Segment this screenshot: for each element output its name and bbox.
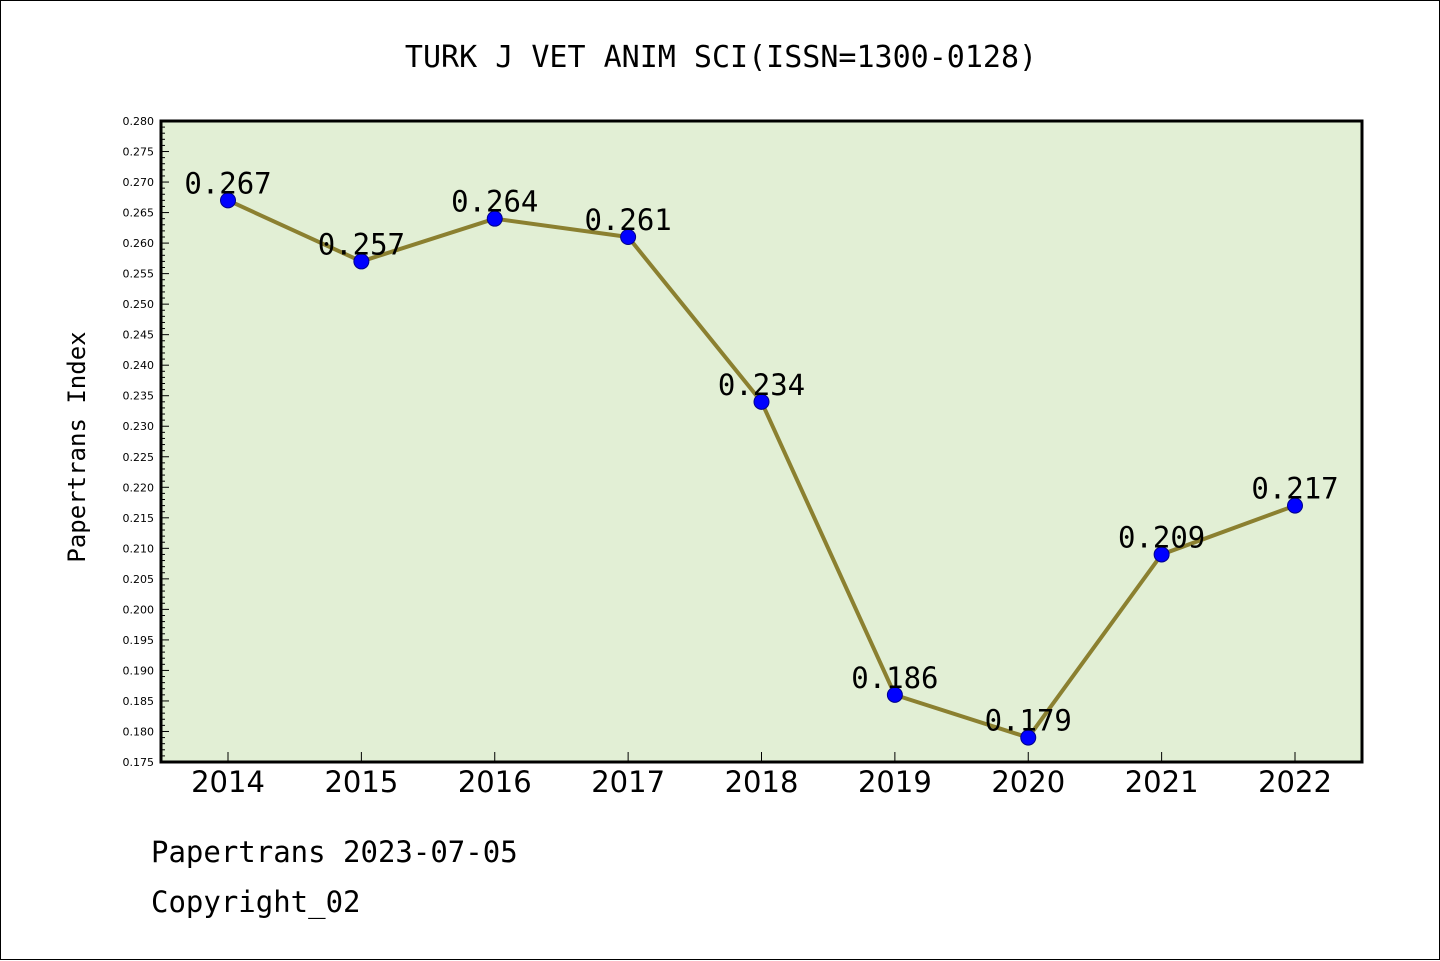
data-point	[620, 228, 637, 245]
data-label: 0.257	[318, 227, 405, 261]
y-tick-label: 0.190	[123, 664, 155, 677]
y-tick-label: 0.280	[123, 115, 155, 128]
data-point	[353, 253, 370, 270]
x-tick-label: 2022	[1258, 765, 1332, 799]
data-label: 0.264	[451, 185, 538, 219]
y-tick-label: 0.205	[123, 573, 155, 586]
data-label: 0.261	[584, 203, 671, 237]
y-tick-label: 0.240	[123, 359, 155, 372]
y-tick-label: 0.250	[123, 298, 155, 311]
y-tick-label: 0.195	[123, 634, 155, 647]
footer-copyright: Copyright_02	[151, 885, 361, 919]
plot-area	[159, 119, 1364, 764]
footer-date: Papertrans 2023-07-05	[151, 835, 518, 869]
chart-title: TURK J VET ANIM SCI(ISSN=1300-0128)	[405, 40, 1037, 75]
y-tick-label: 0.235	[123, 390, 155, 403]
x-tick-label: 2017	[591, 765, 665, 799]
x-tick-label: 2020	[991, 765, 1065, 799]
data-point	[1153, 546, 1170, 563]
y-axis-ticks: 0.175 0.180 0.185 0.190 0.195 0.200 0.205 0.210…	[123, 115, 169, 769]
y-axis-label: Papertrans Index	[63, 331, 91, 562]
data-point	[753, 393, 770, 410]
data-label: 0.186	[851, 661, 938, 695]
y-tick-label: 0.230	[123, 420, 155, 433]
x-tick-label: 2016	[458, 765, 532, 799]
y-tick-label: 0.215	[123, 512, 155, 525]
series-group	[220, 192, 1303, 746]
data-label: 0.267	[184, 166, 271, 200]
y-tick-label: 0.255	[123, 268, 155, 281]
y-tick-label: 0.220	[123, 481, 155, 494]
x-tick-label: 2019	[858, 765, 932, 799]
data-point	[220, 192, 236, 209]
data-label: 0.179	[985, 704, 1072, 738]
x-tick-label: 2015	[324, 765, 398, 799]
y-tick-label: 0.265	[123, 207, 155, 220]
x-tick-label: 2018	[725, 765, 799, 799]
data-point	[886, 686, 903, 703]
y-tick-label: 0.180	[123, 725, 155, 738]
x-tick-label: 2021	[1125, 765, 1199, 799]
data-point	[486, 210, 503, 227]
data-point	[1020, 729, 1037, 746]
y-tick-label: 0.270	[123, 176, 155, 189]
y-tick-label: 0.245	[123, 329, 155, 342]
data-label: 0.209	[1118, 520, 1205, 554]
data-label: 0.217	[1251, 472, 1338, 506]
x-axis-ticks: 2014 2015 2016 2017 2018 2019 2020 2021 2022	[191, 752, 1332, 799]
data-labels: 0.267 0.257 0.264 0.261 0.234 0.186 0.179 0.209…	[184, 166, 1338, 737]
y-tick-label: 0.200	[123, 603, 155, 616]
x-tick-label: 2014	[191, 765, 265, 799]
data-point	[1287, 497, 1303, 514]
y-tick-label: 0.260	[123, 237, 155, 250]
y-tick-label: 0.225	[123, 451, 155, 464]
y-tick-label: 0.210	[123, 542, 155, 555]
data-label: 0.234	[718, 368, 805, 402]
y-tick-label: 0.275	[123, 146, 155, 159]
y-tick-label: 0.175	[123, 756, 155, 769]
y-tick-label: 0.185	[123, 695, 155, 708]
